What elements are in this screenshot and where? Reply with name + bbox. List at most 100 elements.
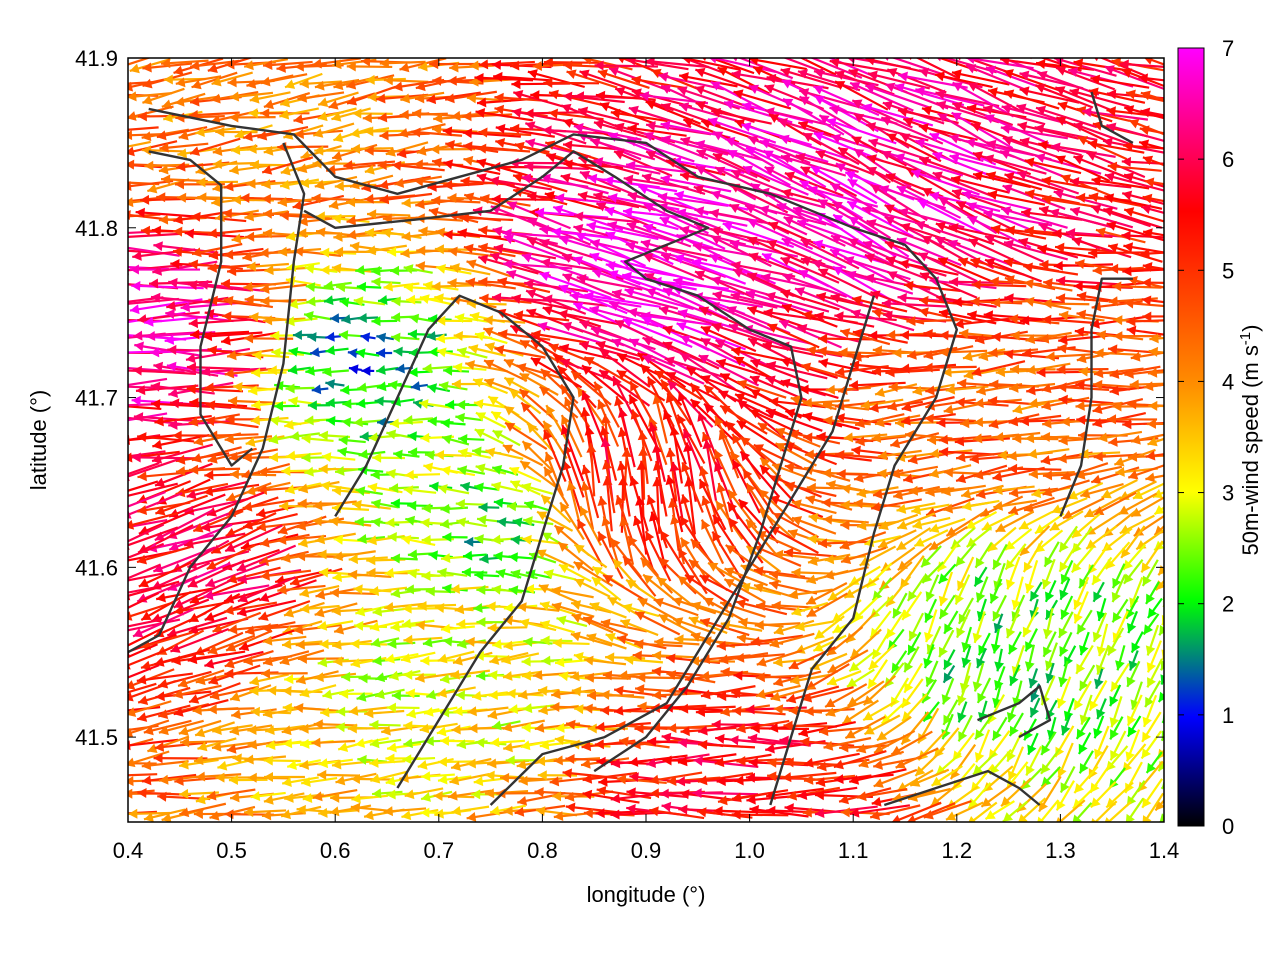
wind-vector <box>513 310 570 322</box>
wind-vector <box>249 91 291 104</box>
wind-vector <box>864 83 931 109</box>
wind-vector <box>1107 161 1162 172</box>
wind-vector <box>383 75 429 86</box>
y-tick-label: 41.6 <box>75 555 118 580</box>
wind-vector <box>569 291 642 308</box>
wind-vector <box>573 224 639 244</box>
wind-vector <box>731 346 789 363</box>
wind-vector <box>710 107 772 125</box>
wind-vector <box>243 281 290 292</box>
wind-vector <box>195 127 236 138</box>
wind-vector <box>806 345 858 359</box>
wind-vector <box>862 103 934 127</box>
wind-vector <box>782 58 826 74</box>
wind-vector <box>712 152 771 183</box>
wind-vector <box>1121 156 1164 167</box>
wind-vector <box>544 191 603 210</box>
wind-vector <box>662 341 720 370</box>
wind-vector <box>576 273 643 291</box>
wind-vector <box>604 206 679 231</box>
wind-vector <box>483 359 528 382</box>
wind-vector <box>741 122 812 147</box>
wind-vector <box>894 153 964 177</box>
wind-vector <box>542 294 608 307</box>
wind-vector <box>497 329 551 341</box>
wind-vector <box>449 263 491 276</box>
wind-vector <box>728 203 790 235</box>
wind-vector <box>186 362 250 373</box>
wind-vector <box>1141 204 1164 215</box>
wind-vector <box>593 191 656 212</box>
wind-vector <box>694 270 755 299</box>
wind-vector <box>870 290 930 315</box>
wind-vector <box>678 72 738 88</box>
wind-vector <box>1055 275 1118 286</box>
wind-vector <box>679 335 746 368</box>
wind-vector <box>1104 172 1164 192</box>
wind-vector <box>906 316 959 327</box>
wind-vector <box>829 58 892 73</box>
wind-vector <box>1035 83 1094 109</box>
wind-vector <box>658 305 723 328</box>
x-tick-label: 1.1 <box>838 838 869 863</box>
wind-vector <box>204 382 259 393</box>
wind-vector <box>1141 295 1164 306</box>
wind-vector <box>1024 189 1080 205</box>
wind-vector <box>936 58 997 74</box>
wind-vector <box>297 91 345 103</box>
wind-vector <box>628 105 692 129</box>
wind-vector <box>971 279 1027 290</box>
wind-vector <box>843 256 911 281</box>
wind-vector <box>128 126 159 131</box>
wind-vector <box>503 358 547 381</box>
wind-vector <box>780 256 840 284</box>
wind-vector <box>759 138 829 164</box>
wind-vector <box>1140 90 1164 101</box>
wind-vector <box>951 101 1014 127</box>
wind-vector <box>376 332 395 343</box>
wind-vector <box>128 232 180 239</box>
wind-vector <box>817 268 876 298</box>
wind-vector <box>694 67 754 91</box>
wind-vector <box>310 347 327 358</box>
wind-vector <box>491 194 552 205</box>
wind-vector <box>398 123 446 138</box>
wind-vector <box>391 296 422 307</box>
wind-vector <box>1041 314 1097 325</box>
wind-vector <box>967 81 1025 114</box>
wind-vector <box>1001 103 1067 125</box>
wind-vector <box>271 347 305 358</box>
wind-vector <box>551 227 628 241</box>
wind-vector <box>624 287 694 311</box>
wind-vector <box>478 59 535 70</box>
wind-vector <box>1112 281 1162 292</box>
wind-vector <box>246 261 289 272</box>
wind-vector <box>957 257 1012 279</box>
wind-vector <box>1054 86 1114 112</box>
wind-vector <box>356 281 382 292</box>
wind-vector <box>490 204 554 233</box>
wind-vector <box>711 322 772 345</box>
wind-vector <box>1055 116 1112 145</box>
wind-vector <box>622 318 693 349</box>
wind-vector <box>826 117 897 145</box>
wind-vector <box>715 358 775 380</box>
wind-vector <box>521 253 589 279</box>
wind-vector <box>1049 208 1113 229</box>
wind-vector <box>1109 365 1161 379</box>
wind-vector <box>1119 59 1164 70</box>
wind-vector <box>846 200 914 238</box>
wind-vector <box>132 248 196 261</box>
wind-vector <box>376 364 399 375</box>
wind-vector <box>607 221 676 243</box>
wind-vector <box>983 209 1053 227</box>
wind-vector <box>1140 248 1164 259</box>
wind-vector <box>700 325 757 353</box>
wind-vector <box>1088 247 1146 258</box>
wind-vector <box>1094 348 1141 359</box>
wind-vector <box>493 243 557 260</box>
wind-vector <box>537 321 606 345</box>
wind-vector <box>1139 125 1164 136</box>
wind-vector <box>1023 278 1073 292</box>
wind-vector <box>1053 58 1117 77</box>
